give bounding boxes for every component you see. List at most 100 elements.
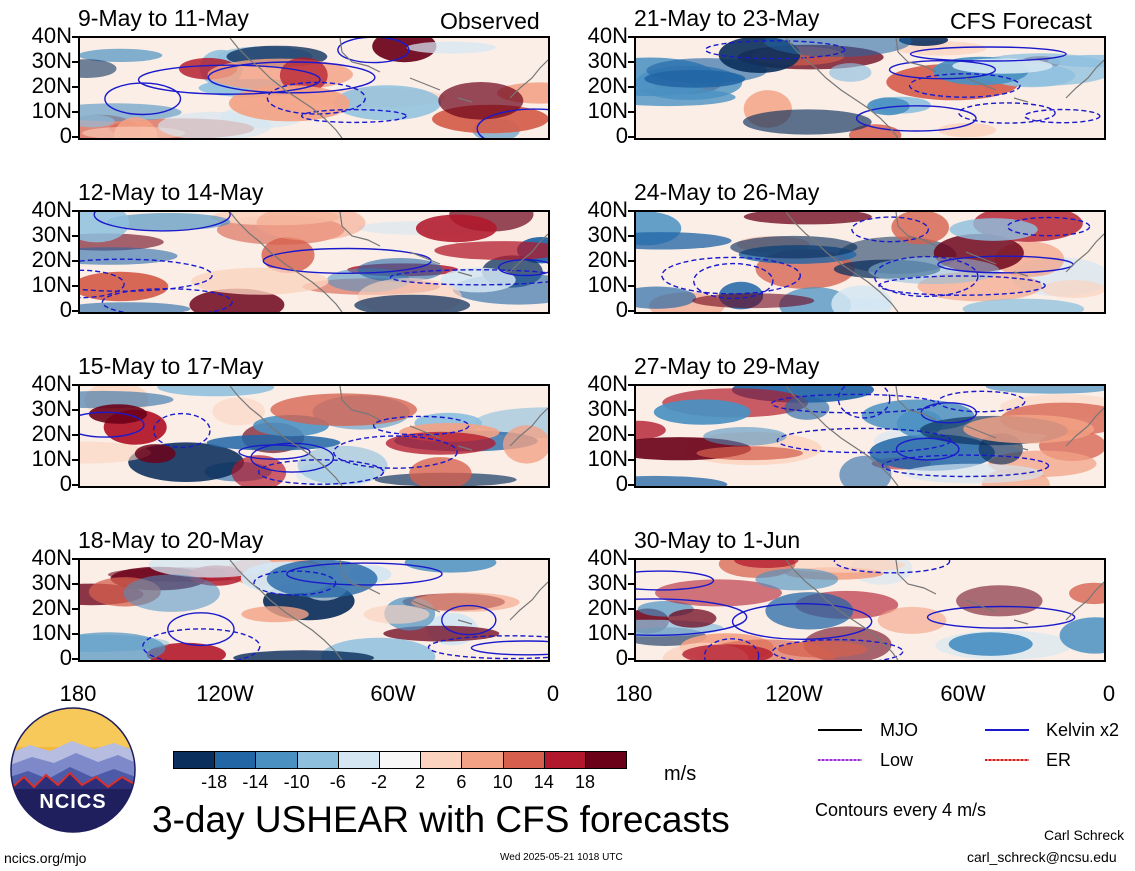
shear-anomaly-blob	[333, 85, 442, 121]
colorbar-unit: m/s	[664, 763, 697, 785]
shear-anomaly-blob	[831, 285, 893, 312]
lat-label: 40N	[31, 371, 72, 396]
shear-anomaly-blob	[158, 111, 272, 138]
colorbar-label: 2	[415, 772, 426, 792]
kelvin-contour	[389, 269, 548, 286]
shear-anomaly-blob	[743, 212, 872, 225]
lat-tick	[72, 658, 78, 660]
kelvin-contour	[1024, 108, 1101, 124]
lat-tick	[72, 434, 78, 436]
kelvin-contour	[908, 73, 1021, 98]
panel-title-5: 15-May to 17-May	[78, 353, 264, 379]
panel-title-7: 18-May to 20-May	[78, 527, 264, 553]
kelvin-contour	[80, 411, 145, 438]
shear-anomaly-blob	[682, 644, 773, 660]
shear-anomaly-blob	[80, 632, 166, 660]
lat-tick	[628, 583, 634, 585]
lat-label: 0	[615, 471, 628, 496]
lat-tick	[72, 484, 78, 486]
shear-anomaly-blob	[1059, 617, 1104, 654]
kelvin-contour	[337, 38, 410, 64]
kelvin-contour	[636, 598, 748, 636]
kelvin-contour	[104, 82, 182, 116]
coastline	[229, 560, 548, 660]
panel-title-2: 21-May to 23-May	[634, 5, 820, 31]
shear-anomaly-blob	[212, 397, 265, 426]
kelvin-contour	[137, 64, 321, 95]
lat-label: 10N	[31, 272, 72, 297]
colorbar-label: -10	[283, 772, 310, 792]
lat-label: 10N	[31, 446, 72, 471]
shear-anomaly-blob	[696, 446, 803, 461]
lat-label: 20N	[587, 421, 628, 446]
shear-anomaly-blob	[764, 38, 912, 57]
main-title: 3-day USHEAR with CFS forecasts	[152, 799, 730, 840]
kelvin-contour	[888, 60, 997, 80]
shear-anomaly-blob	[636, 420, 666, 440]
kelvin-contour	[636, 570, 715, 591]
lat-tick	[72, 210, 78, 212]
lat-label: 30N	[587, 48, 628, 73]
map-panel-7	[78, 558, 550, 662]
shear-anomaly-blob	[80, 212, 130, 243]
lat-tick	[628, 633, 634, 635]
colorbar-label: 6	[456, 772, 467, 792]
lat-label: 20N	[31, 595, 72, 620]
shear-anomaly-blob	[241, 606, 309, 623]
lat-label: 20N	[587, 73, 628, 98]
shear-anomaly-blob	[703, 427, 787, 446]
shear-anomaly-blob	[755, 568, 839, 591]
lat-tick	[72, 583, 78, 585]
lat-tick	[628, 210, 634, 212]
map-panel-2	[634, 36, 1106, 140]
lat-label: 0	[59, 471, 72, 496]
colorbar-label: -14	[242, 772, 269, 792]
shear-anomaly-blob	[80, 390, 174, 409]
lat-label: 0	[59, 123, 72, 148]
lon-label-0-left: 0	[546, 681, 560, 706]
lat-label: 40N	[587, 371, 628, 396]
kelvin-contour	[704, 40, 846, 60]
shear-anomaly-blob	[363, 605, 430, 624]
lon-label-120w-right: 120W	[765, 681, 823, 706]
shear-anomaly-blob	[985, 386, 1104, 394]
lat-label: 30N	[587, 570, 628, 595]
lon-label-0-right: 0	[1102, 681, 1116, 706]
lat-label: 30N	[31, 570, 72, 595]
footer-email: carl_schreck@ncsu.edu	[967, 849, 1117, 865]
lat-label: 40N	[31, 23, 72, 48]
shear-anomaly-blob	[406, 41, 496, 54]
footer-timestamp: Wed 2025-05-21 1018 UTC	[500, 852, 623, 863]
colorbar-label: 18	[574, 772, 596, 792]
lat-label: 20N	[31, 421, 72, 446]
kelvin-contour	[476, 108, 548, 138]
shear-anomaly-blob	[434, 241, 548, 260]
lon-label-180-right: 180	[615, 681, 653, 706]
ncics-logo-text: NCICS	[39, 791, 107, 813]
lat-tick	[628, 61, 634, 63]
map-field	[636, 560, 1104, 660]
lat-tick	[628, 558, 634, 560]
shear-anomaly-blob	[123, 574, 220, 612]
shear-anomaly-blob	[206, 434, 341, 451]
colorbar-cell	[255, 751, 298, 769]
kelvin-contour	[1006, 216, 1091, 237]
lat-label: 30N	[587, 396, 628, 421]
colorbar-label: 10	[492, 772, 513, 792]
map-panel-4	[634, 210, 1106, 314]
lat-label: 20N	[587, 595, 628, 620]
lat-label: 40N	[587, 545, 628, 570]
kelvin-contour	[833, 560, 951, 574]
colorbar-label: -18	[201, 772, 228, 792]
coastline	[785, 38, 1104, 138]
map-panel-5	[78, 384, 550, 488]
kelvin-contour	[498, 259, 548, 277]
lat-tick	[628, 36, 634, 38]
lat-tick	[72, 633, 78, 635]
coastline	[785, 560, 1104, 660]
coastline	[785, 386, 1104, 486]
lat-label: 10N	[31, 98, 72, 123]
shear-anomaly-blob	[261, 237, 315, 274]
kelvin-contour	[703, 638, 760, 660]
colorbar-cell	[461, 751, 504, 769]
